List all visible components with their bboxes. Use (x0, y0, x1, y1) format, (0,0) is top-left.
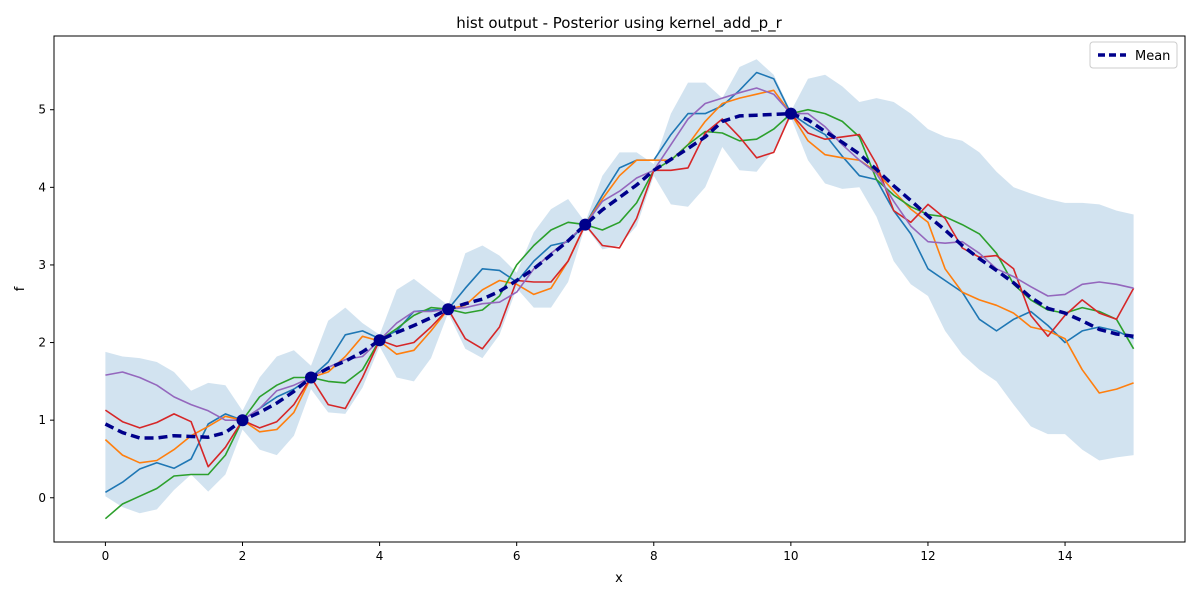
x-tick-label: 0 (102, 549, 110, 563)
observation-point (373, 334, 386, 347)
observation-point (784, 107, 797, 120)
legend-mean-label: Mean (1135, 49, 1170, 64)
chart-title: hist output - Posterior using kernel_add… (456, 14, 782, 33)
y-tick-label: 5 (38, 103, 46, 117)
x-tick-label: 12 (920, 549, 935, 563)
observation-point (579, 218, 592, 231)
x-tick-label: 2 (239, 549, 247, 563)
observation-point (442, 303, 455, 316)
sample-line-4 (104, 112, 1135, 468)
y-axis: 0 1 2 3 4 5 (38, 103, 54, 505)
x-tick-label: 6 (513, 549, 521, 563)
y-tick-label: 0 (38, 491, 46, 505)
y-tick-label: 4 (38, 180, 46, 194)
legend: Mean (1089, 41, 1178, 69)
axes-frame (53, 35, 1186, 543)
y-tick-label: 3 (38, 258, 46, 272)
observation-point (305, 371, 317, 384)
y-tick-label: 1 (38, 413, 46, 427)
x-tick-label: 10 (783, 549, 798, 563)
mean-line (104, 111, 1134, 440)
observation-point (236, 414, 249, 427)
y-axis-label: f (13, 286, 28, 291)
sample-line-2 (104, 89, 1134, 464)
x-axis-label: x (615, 571, 623, 586)
sample-line-3 (104, 108, 1135, 520)
legend-box (1089, 41, 1178, 69)
plot-area (104, 59, 1135, 520)
x-tick-label: 4 (376, 549, 384, 563)
x-tick-label: 14 (1057, 549, 1072, 563)
x-axis: 0 2 4 6 8 10 12 14 (102, 542, 1073, 563)
y-tick-label: 2 (38, 336, 46, 350)
x-tick-label: 8 (650, 549, 658, 563)
sample-line-5 (105, 87, 1134, 422)
